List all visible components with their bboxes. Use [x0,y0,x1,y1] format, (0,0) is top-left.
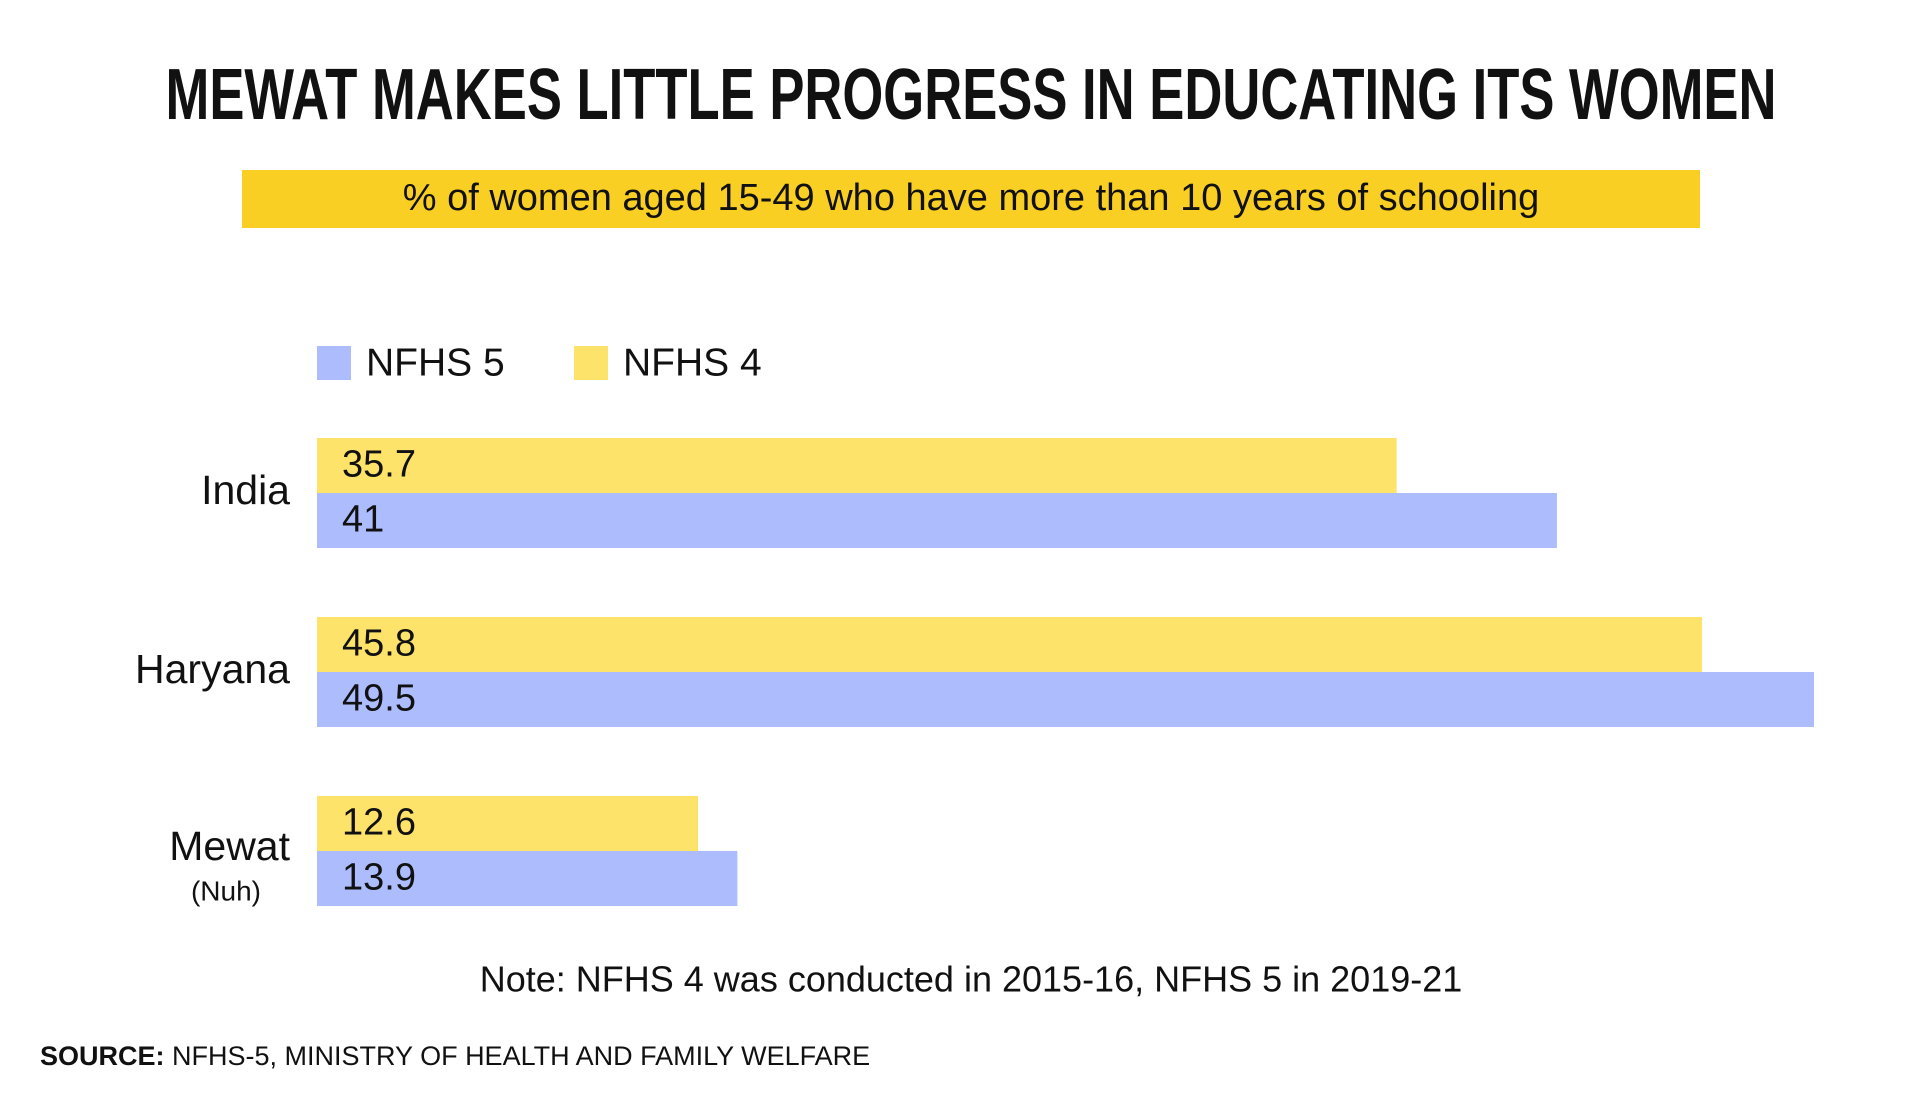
source-label: SOURCE: [40,1041,165,1071]
category-label: India [201,467,290,513]
bar [317,493,1557,548]
value-label: 41 [342,499,384,541]
value-label: 49.5 [342,678,416,720]
legend-label: NFHS 5 [366,341,505,384]
note: Note: NFHS 4 was conducted in 2015-16, N… [480,959,1463,1000]
chart-title: MEWAT MAKES LITTLE PROGRESS IN EDUCATING… [166,55,1777,135]
legend-label: NFHS 4 [623,341,762,384]
value-label: 35.7 [342,444,416,486]
legend-swatch [317,346,351,380]
source: SOURCE: NFHS-5, MINISTRY OF HEALTH AND F… [40,1041,870,1071]
category-label: Haryana [135,646,290,692]
source-text: NFHS-5, MINISTRY OF HEALTH AND FAMILY WE… [172,1041,870,1071]
subtitle-box [242,170,1700,228]
legend-swatch [574,346,608,380]
bar [317,796,699,851]
bar [317,672,1814,727]
value-label: 12.6 [342,802,416,844]
bar [317,438,1397,493]
category-note: (Nuh) [191,875,261,906]
bar [317,617,1703,672]
value-label: 13.9 [342,857,416,899]
bar [317,851,738,906]
category-label: Mewat [169,823,290,869]
chart-subtitle: % of women aged 15-49 who have more than… [403,177,1539,219]
value-label: 45.8 [342,623,416,665]
